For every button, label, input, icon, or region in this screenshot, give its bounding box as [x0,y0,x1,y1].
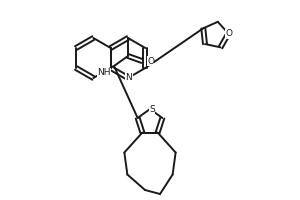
Text: N: N [126,72,132,82]
Text: S: S [149,104,155,114]
Text: O: O [226,29,233,38]
Text: O: O [147,56,154,66]
Text: NH: NH [98,68,111,77]
